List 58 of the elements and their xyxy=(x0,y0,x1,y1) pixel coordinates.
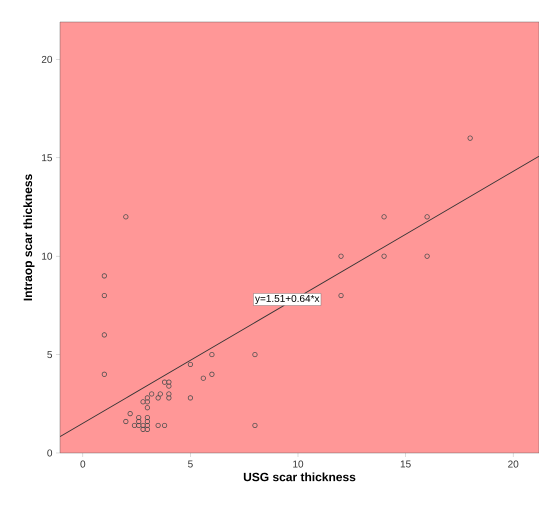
point xyxy=(144,414,150,420)
point xyxy=(424,214,430,220)
x-tick-label: 10 xyxy=(293,460,304,468)
point xyxy=(140,399,146,404)
point xyxy=(156,395,161,400)
x-tick-label: 20 xyxy=(508,460,518,468)
point xyxy=(252,352,258,358)
y-axis-title: Intraop scar thickness xyxy=(23,174,34,300)
point xyxy=(144,395,150,400)
point xyxy=(102,292,107,298)
point xyxy=(136,422,142,428)
point xyxy=(200,376,206,381)
x-tick-label: 0 xyxy=(80,460,86,468)
point xyxy=(209,372,215,377)
point xyxy=(338,254,344,259)
point xyxy=(128,411,133,416)
point xyxy=(188,395,194,400)
point xyxy=(252,422,258,428)
y-tick-label: 5 xyxy=(47,351,52,358)
point xyxy=(144,399,150,404)
point xyxy=(144,426,150,432)
point xyxy=(166,383,172,389)
point xyxy=(162,380,168,385)
y-tick-label: 0 xyxy=(47,449,52,457)
point xyxy=(381,214,387,220)
x-tick-label: 15 xyxy=(400,460,411,468)
point xyxy=(144,418,150,424)
point xyxy=(102,372,107,377)
y-tick-label: 10 xyxy=(42,252,52,260)
point xyxy=(136,414,142,420)
point xyxy=(102,273,107,278)
point xyxy=(166,391,172,397)
point xyxy=(424,254,430,259)
point xyxy=(158,391,163,397)
point xyxy=(468,136,473,141)
point xyxy=(123,418,128,424)
point xyxy=(156,422,161,428)
point xyxy=(166,380,172,385)
y-tick-label: 20 xyxy=(42,56,52,63)
point xyxy=(209,352,215,358)
point xyxy=(144,422,150,428)
point xyxy=(140,426,146,432)
y-tick-label: 15 xyxy=(42,154,52,162)
point xyxy=(123,214,128,220)
point xyxy=(166,395,172,400)
point xyxy=(162,422,168,428)
point xyxy=(381,254,387,259)
point xyxy=(136,418,142,424)
point xyxy=(102,332,107,338)
point xyxy=(144,405,150,410)
point xyxy=(149,391,154,397)
point xyxy=(188,362,194,368)
x-tick-label: 5 xyxy=(188,460,193,468)
x-axis-title: USG scar thickness xyxy=(244,472,356,482)
annotation: y=1.51+0.64*x xyxy=(255,294,320,304)
point xyxy=(132,422,138,428)
point xyxy=(338,292,344,298)
point xyxy=(140,422,146,428)
